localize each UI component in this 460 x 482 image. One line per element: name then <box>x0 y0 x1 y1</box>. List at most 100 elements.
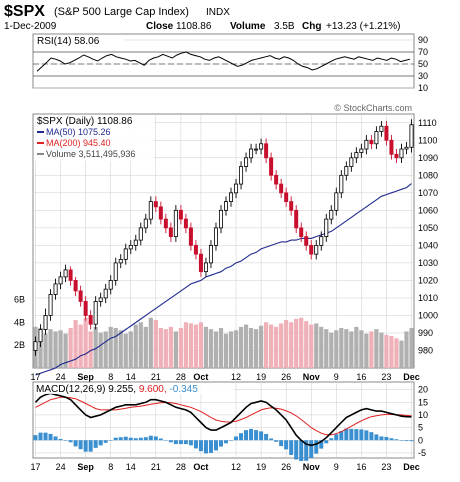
macd-histogram-bar <box>43 432 48 441</box>
macd-x-tick-label: 26 <box>281 462 291 472</box>
candle-body <box>349 157 354 167</box>
volume-bar <box>248 328 254 368</box>
symbol-title: $SPX <box>4 3 45 20</box>
volume-bar <box>108 326 113 368</box>
candle-body <box>153 201 158 208</box>
macd-x-tick-label: Nov <box>303 462 320 472</box>
volume-bar <box>213 331 219 368</box>
chg-label: Chg <box>302 21 321 32</box>
candle-body <box>314 244 319 255</box>
candle-body <box>178 209 183 220</box>
volume-bar <box>329 332 334 368</box>
watermark: © StockCharts.com <box>334 103 412 113</box>
volume-bar <box>203 326 209 368</box>
macd-histogram-bar <box>314 440 319 454</box>
candle-body <box>213 227 218 246</box>
price-x-tick-label: 24 <box>56 372 66 382</box>
volume-bar <box>143 326 148 368</box>
rsi-title-bg <box>35 35 125 46</box>
volume-bar <box>103 331 108 368</box>
price-tick-label: 1040 <box>418 240 438 250</box>
macd-tick-label: 20 <box>418 385 428 395</box>
volume-bar <box>344 329 349 368</box>
price-tick-label: 1100 <box>418 135 437 145</box>
price-title: $SPX (Daily) 1108.86 <box>37 116 133 127</box>
macd-histogram-bar <box>173 440 178 445</box>
macd-histogram-bar <box>188 440 193 446</box>
rsi-tick-label: 10 <box>418 83 428 93</box>
candle-body <box>254 148 259 151</box>
volume-bar <box>43 333 48 368</box>
macd-histogram-bar <box>108 440 113 441</box>
volume-bar <box>223 333 229 368</box>
macd-histogram-bar <box>148 435 153 441</box>
volume-bar <box>324 329 329 368</box>
volume-bar <box>334 330 339 368</box>
macd-histogram-bar <box>158 438 163 441</box>
macd-histogram-bar <box>78 440 83 450</box>
macd-histogram-bar <box>279 440 284 447</box>
volume-bar <box>208 329 214 368</box>
candle-body <box>369 139 374 145</box>
macd-histogram-bar <box>384 436 389 441</box>
macd-histogram-bar <box>123 436 128 441</box>
macd-histogram-bar <box>118 437 123 441</box>
macd-line <box>34 392 412 447</box>
macd-histogram-bar <box>63 440 68 441</box>
legend-entry: MA(200) 945.40 <box>46 138 111 148</box>
price-tick-label: 1090 <box>418 153 438 163</box>
macd-tick-label: -5 <box>418 448 426 458</box>
candle-body <box>299 227 304 238</box>
macd-histogram-bar <box>68 440 73 443</box>
candle-body <box>108 280 113 290</box>
price-tick-label: 1010 <box>418 293 438 303</box>
volume-bar <box>128 331 133 368</box>
candle-body <box>224 201 229 211</box>
macd-histogram-bar <box>409 440 414 442</box>
volume-bar <box>158 328 163 368</box>
candle-body <box>123 248 128 260</box>
macd-histogram-bar <box>168 440 173 443</box>
candle-body <box>284 192 289 202</box>
volume-bar <box>314 323 319 368</box>
candle-body <box>168 227 173 238</box>
volume-bar <box>98 332 103 368</box>
macd-tick-label: 15 <box>418 397 428 407</box>
volume-bar <box>168 326 173 368</box>
price-x-tick-label: 26 <box>281 372 291 382</box>
macd-histogram-bar <box>203 440 208 454</box>
volume-bar <box>48 329 53 368</box>
candle-body <box>133 239 138 246</box>
candle-body <box>319 236 324 246</box>
macd-histogram-bar <box>58 439 63 441</box>
volume-bar <box>394 338 399 368</box>
candle-body <box>399 148 404 159</box>
legend-entry: Volume 3,511,495,936 <box>46 149 135 159</box>
macd-histogram-bar <box>339 431 344 441</box>
macd-histogram-bar <box>269 438 274 441</box>
price-tick-label: 1080 <box>418 170 438 180</box>
rsi-title: RSI(14) 58.06 <box>37 36 100 47</box>
volume-bar <box>253 329 259 368</box>
candle-body <box>384 125 389 141</box>
volume-bar <box>93 326 98 368</box>
price-x-tick-label: 21 <box>151 372 161 382</box>
macd-histogram-bar <box>229 440 234 441</box>
volume-bar <box>78 324 83 368</box>
macd-x-tick-label: 28 <box>176 462 186 472</box>
candle-body <box>279 183 284 194</box>
volume-bar <box>173 331 178 368</box>
price-x-tick-label: 23 <box>381 372 391 382</box>
candle-body <box>354 152 359 159</box>
macd-histogram-bar <box>299 440 304 462</box>
candle-body <box>269 157 274 176</box>
candle-body <box>394 153 399 159</box>
macd-x-tick-label: 21 <box>151 462 161 472</box>
macd-tick-label: 0 <box>418 435 423 445</box>
candle-body <box>234 183 239 194</box>
price-x-tick-label: 16 <box>356 372 366 382</box>
macd-histogram-bar <box>213 440 218 451</box>
macd-histogram-bar <box>239 433 244 441</box>
candle-body <box>239 166 244 185</box>
exchange-label: INDX <box>206 7 230 18</box>
